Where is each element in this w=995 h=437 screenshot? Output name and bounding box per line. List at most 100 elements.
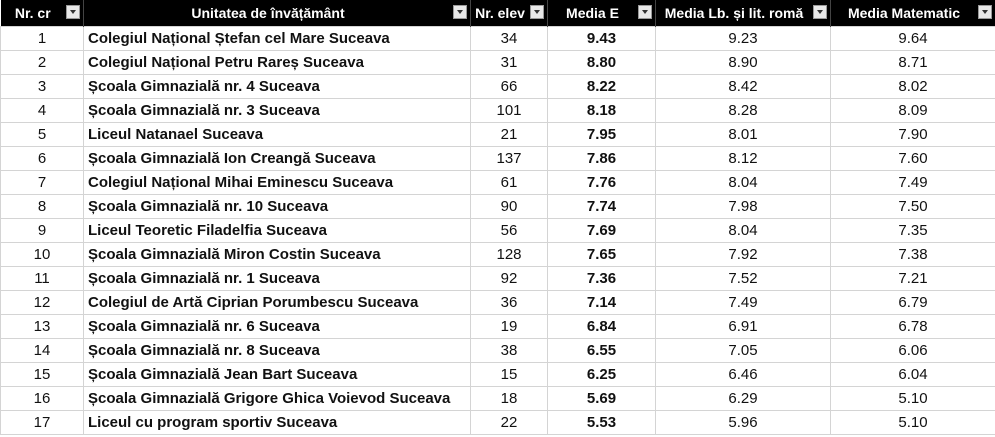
cell: 9.43	[547, 26, 656, 51]
cell: Școala Gimnazială nr. 4 Suceava	[83, 74, 471, 99]
cell: 8.04	[655, 218, 831, 243]
cell: 8.04	[655, 170, 831, 195]
cell: 16	[0, 386, 84, 411]
cell: Liceul Teoretic Filadelfia Suceava	[83, 218, 471, 243]
cell: 6.91	[655, 314, 831, 339]
cell: 7.21	[830, 266, 995, 291]
table-row: 6 Școala Gimnazială Ion Creangă Suceava 13…	[0, 146, 995, 171]
cell: 137	[470, 146, 548, 171]
cell: 6.55	[547, 338, 656, 363]
cell: 13	[0, 314, 84, 339]
cell: 6.78	[830, 314, 995, 339]
cell: 11	[0, 266, 84, 291]
cell: 7	[0, 170, 84, 195]
table-row: 7 Colegiul Național Mihai Eminescu Suceav…	[0, 170, 995, 195]
column-header: Media Lb. și lit. romă	[655, 0, 831, 27]
cell: 17	[0, 410, 84, 435]
column-header-text: Media Lb. și lit. romă	[664, 5, 804, 21]
table-row: 10 Școala Gimnazială Miron Costin Suceava…	[0, 242, 995, 267]
cell: 8	[0, 194, 84, 219]
cell: Școala Gimnazială nr. 1 Suceava	[83, 266, 471, 291]
cell: 31	[470, 50, 548, 75]
cell: 6	[0, 146, 84, 171]
table-row: 1 Colegiul Național Ștefan cel Mare Sucea…	[0, 26, 995, 51]
filter-button[interactable]	[638, 5, 652, 19]
cell: 8.71	[830, 50, 995, 75]
cell: 7.95	[547, 122, 656, 147]
cell: 7.76	[547, 170, 656, 195]
cell: 7.74	[547, 194, 656, 219]
table-row: 5 Liceul Natanael Suceava 21 7.95 8.01 7.90	[0, 122, 995, 147]
header: Nr. cr Unitatea de învățământ Nr. elev Medi…	[0, 0, 995, 27]
table-row: 2 Colegiul Național Petru Rareș Suceava 31…	[0, 50, 995, 75]
cell: 5.10	[830, 410, 995, 435]
cell: Școala Gimnazială Ion Creangă Suceava	[83, 146, 471, 171]
cell: 5.69	[547, 386, 656, 411]
cell: 8.42	[655, 74, 831, 99]
cell: 6.25	[547, 362, 656, 387]
cell: 15	[470, 362, 548, 387]
cell: 12	[0, 290, 84, 315]
rows: 1 Colegiul Național Ștefan cel Mare Sucea…	[0, 26, 995, 435]
cell: 9	[0, 218, 84, 243]
cell: Școala Gimnazială nr. 3 Suceava	[83, 98, 471, 123]
filter-button[interactable]	[978, 5, 992, 19]
cell: Școala Gimnazială nr. 8 Suceava	[83, 338, 471, 363]
table-row: 15 Școala Gimnazială Jean Bart Suceava 15 6…	[0, 362, 995, 387]
cell: Școala Gimnazială Miron Costin Suceava	[83, 242, 471, 267]
table-row: 9 Liceul Teoretic Filadelfia Suceava 56 7.6…	[0, 218, 995, 243]
cell: Colegiul Național Ștefan cel Mare Suceav…	[83, 26, 471, 51]
filter-button[interactable]	[66, 5, 80, 19]
table-row: 17 Liceul cu program sportiv Suceava 22 5.5…	[0, 410, 995, 435]
cell: 7.90	[830, 122, 995, 147]
cell: 8.12	[655, 146, 831, 171]
cell: Școala Gimnazială Grigore Ghica Voievod …	[83, 386, 471, 411]
cell: 8.80	[547, 50, 656, 75]
column-header: Nr. cr	[0, 0, 84, 27]
table-row: 14 Școala Gimnazială nr. 8 Suceava 38 6.55 7…	[0, 338, 995, 363]
table-row: 16 Școala Gimnazială Grigore Ghica Voievo…	[0, 386, 995, 411]
cell: 7.60	[830, 146, 995, 171]
cell: 101	[470, 98, 548, 123]
cell: 6.29	[655, 386, 831, 411]
cell: Liceul Natanael Suceava	[83, 122, 471, 147]
cell: 7.49	[830, 170, 995, 195]
cell: 8.02	[830, 74, 995, 99]
cell: Colegiul Național Petru Rareș Suceava	[83, 50, 471, 75]
cell: 9.23	[655, 26, 831, 51]
table-row: 3 Școala Gimnazială nr. 4 Suceava 66 8.22 8.…	[0, 74, 995, 99]
cell: 8.18	[547, 98, 656, 123]
column-header-text: Nr. cr	[14, 5, 51, 21]
cell: 7.52	[655, 266, 831, 291]
header-row: Nr. cr Unitatea de învățământ Nr. elev Medi…	[0, 0, 995, 27]
cell: 7.50	[830, 194, 995, 219]
cell: 19	[470, 314, 548, 339]
cell: 7.14	[547, 290, 656, 315]
column-header: Media E	[547, 0, 656, 27]
cell: 6.46	[655, 362, 831, 387]
filter-button[interactable]	[453, 5, 467, 19]
cell: 4	[0, 98, 84, 123]
cell: 34	[470, 26, 548, 51]
cell: 38	[470, 338, 548, 363]
column-header: Unitatea de învățământ	[83, 0, 471, 27]
table-row: 8 Școala Gimnazială nr. 10 Suceava 90 7.74 7…	[0, 194, 995, 219]
cell: 9.64	[830, 26, 995, 51]
cell: 7.38	[830, 242, 995, 267]
cell: 5.10	[830, 386, 995, 411]
cell: 7.92	[655, 242, 831, 267]
cell: 56	[470, 218, 548, 243]
cell: 7.65	[547, 242, 656, 267]
cell: Colegiul Național Mihai Eminescu Suceava	[83, 170, 471, 195]
cell: 1	[0, 26, 84, 51]
cell: 90	[470, 194, 548, 219]
table-row: 13 Școala Gimnazială nr. 6 Suceava 19 6.84 6…	[0, 314, 995, 339]
cell: 5.53	[547, 410, 656, 435]
column-header-text: Unitatea de învățământ	[191, 5, 345, 21]
cell: 6.04	[830, 362, 995, 387]
cell: 6.79	[830, 290, 995, 315]
table-row: 4 Școala Gimnazială nr. 3 Suceava 101 8.18 8…	[0, 98, 995, 123]
filter-button[interactable]	[813, 5, 827, 19]
filter-button[interactable]	[530, 5, 544, 19]
